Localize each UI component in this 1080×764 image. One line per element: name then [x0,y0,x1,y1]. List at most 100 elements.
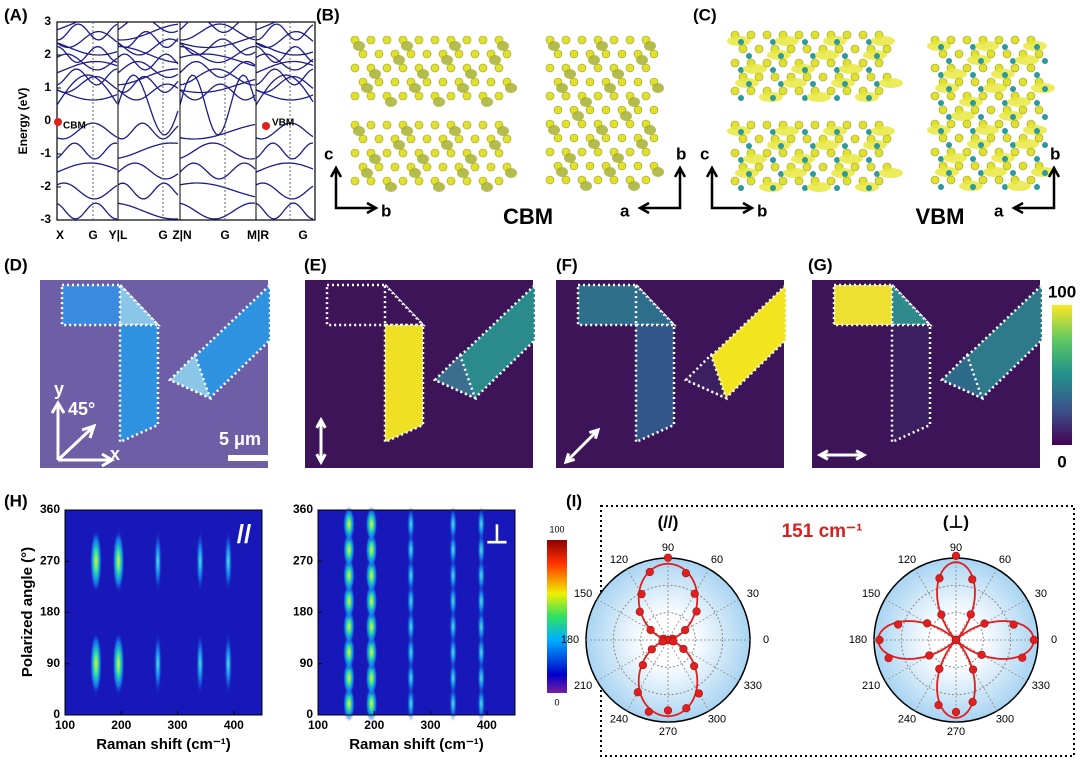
metal-atom [1042,58,1048,64]
panel-label: (G) [808,255,833,274]
config-label: ⊥ [486,519,509,549]
atom [962,119,972,129]
orbital [580,97,592,107]
atom [430,63,440,73]
atom [962,35,972,45]
orbital [1007,97,1031,107]
panel-label: (A) [4,5,28,24]
annotation: VBM [272,118,294,129]
atom [641,175,651,185]
band [117,38,179,56]
colorbar-label: 100 [1048,282,1076,301]
raman-peak [365,506,378,543]
raman-peak [449,685,458,722]
atom [778,86,788,96]
metal-atom [970,100,976,106]
atom [414,120,424,130]
atom [1026,147,1036,157]
metal-atom [746,143,752,149]
atom [350,176,360,186]
atom [930,175,940,185]
data-point [681,626,690,635]
data-point [934,701,943,710]
atom [478,35,488,45]
atom [818,162,828,172]
colorbar [1052,305,1072,445]
atom [561,119,571,129]
atom [601,105,611,115]
atom [422,134,432,144]
atom [794,120,804,130]
atom [850,44,860,54]
atom [374,162,384,172]
atom [577,63,587,73]
k-point-label: Z|N [172,228,191,242]
data-point [633,688,642,697]
atom [802,44,812,54]
orbital [1007,181,1031,191]
orbital [628,97,640,107]
y-tick-label: 270 [293,553,313,567]
polar-spoke [955,598,1028,641]
raman-peak [477,531,486,568]
metal-atom [874,143,880,149]
orbital [393,140,405,150]
band [57,23,118,41]
orbital [353,41,365,51]
polar-spoke [914,639,957,712]
atom [545,175,555,185]
metal-atom [946,58,952,64]
atom [569,49,579,59]
atom [382,120,392,130]
orbital [636,139,648,149]
metal-atom [810,81,816,87]
flake [939,352,985,401]
band [117,60,179,79]
atom [930,63,940,73]
axis-arrow [637,165,687,215]
metal-atom [778,53,784,59]
raman-peak [89,631,102,696]
metal-atom [938,184,944,190]
x-tick-label: 300 [168,718,188,732]
raman-peak [153,529,162,594]
atom [810,120,820,130]
orbital [417,154,429,164]
metal-atom [770,95,776,101]
orbital [385,97,397,107]
orbital [975,41,999,51]
metal-atom [834,185,840,191]
k-point-label: M|R [247,228,269,242]
data-point [663,553,673,562]
data-point [690,662,699,671]
data-point [937,610,946,619]
metal-atom [810,171,816,177]
band [57,182,118,200]
atom [462,176,472,186]
atom [954,133,964,143]
band [57,45,118,64]
atom [810,30,820,40]
raman-peak [477,506,486,543]
data-point [638,660,648,670]
band [255,74,314,106]
atom [390,77,400,87]
atom [494,176,504,186]
metal-atom [802,157,808,163]
orbital [596,125,608,135]
raman-peak [196,529,205,594]
atom [970,105,980,115]
atom [1026,91,1036,101]
raman-peak [406,685,415,722]
y-tick-label: -1 [40,146,51,160]
band [179,74,256,136]
orbital [457,83,469,93]
atom [826,58,836,68]
angle-label: 240 [610,714,628,726]
metal-atom [866,95,872,101]
atom [486,77,496,87]
metal-atom [802,129,808,135]
k-point-label: G [298,228,307,242]
orbital [1015,139,1039,149]
orbital [807,92,831,102]
